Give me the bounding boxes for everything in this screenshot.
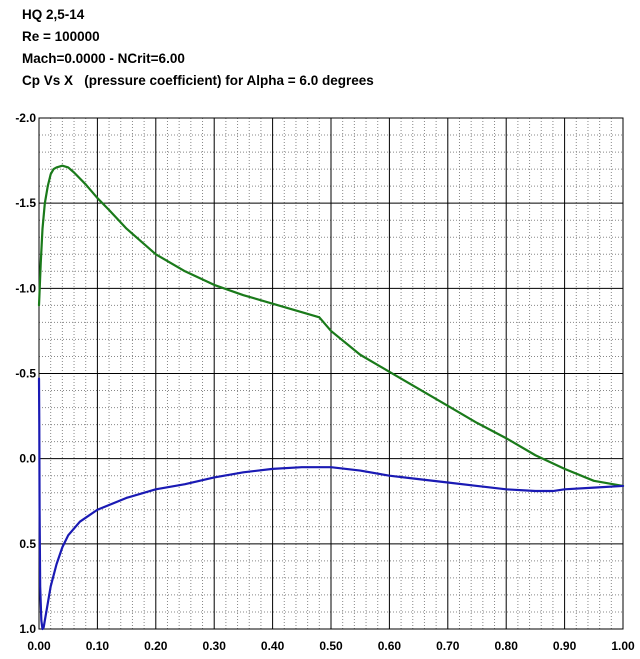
y-tick-label: -2.0 bbox=[15, 111, 36, 125]
airfoil-name: HQ 2,5-14 bbox=[22, 7, 85, 22]
y-tick-label: 0.5 bbox=[19, 537, 36, 551]
mach-ncrit: Mach=0.0000 - NCrit=6.00 bbox=[22, 51, 185, 66]
x-tick-label: 0.10 bbox=[86, 639, 110, 653]
x-tick-label: 0.70 bbox=[436, 639, 460, 653]
y-tick-label: -1.5 bbox=[15, 196, 36, 210]
series-layer bbox=[37, 164, 625, 631]
y-tick-label: 0.0 bbox=[19, 452, 36, 466]
y-tick-labels: -2.0 -1.5 -1.0 -0.5 0.0 0.5 1.0 bbox=[15, 111, 36, 636]
x-tick-label: 0.60 bbox=[378, 639, 402, 653]
x-tick-label: 0.00 bbox=[27, 639, 51, 653]
reynolds-number: Re = 100000 bbox=[22, 29, 100, 44]
upper-surface-cp-line bbox=[37, 164, 625, 488]
x-tick-label: 0.30 bbox=[203, 639, 227, 653]
y-tick-label: -1.0 bbox=[15, 281, 36, 295]
x-tick-labels: 0.00 0.10 0.20 0.30 0.40 0.50 0.60 0.70 0.80 0.90… bbox=[27, 639, 635, 653]
x-tick-label: 0.40 bbox=[261, 639, 285, 653]
x-tick-label: 0.50 bbox=[319, 639, 343, 653]
x-tick-label: 0.90 bbox=[553, 639, 577, 653]
chart-header: HQ 2,5-14 Re = 100000 Mach=0.0000 - NCri… bbox=[22, 4, 374, 92]
x-tick-label: 0.80 bbox=[495, 639, 519, 653]
y-tick-label: -0.5 bbox=[15, 367, 36, 381]
x-tick-label: 0.20 bbox=[144, 639, 168, 653]
y-tick-label: 1.0 bbox=[19, 622, 36, 636]
plot-frame bbox=[38, 117, 624, 630]
lower-surface-cp-line bbox=[37, 377, 625, 631]
major-grid bbox=[39, 118, 623, 629]
x-tick-label: 1.00 bbox=[611, 639, 635, 653]
chart-title: Cp Vs X (pressure coefficient) for Alpha… bbox=[22, 73, 374, 88]
